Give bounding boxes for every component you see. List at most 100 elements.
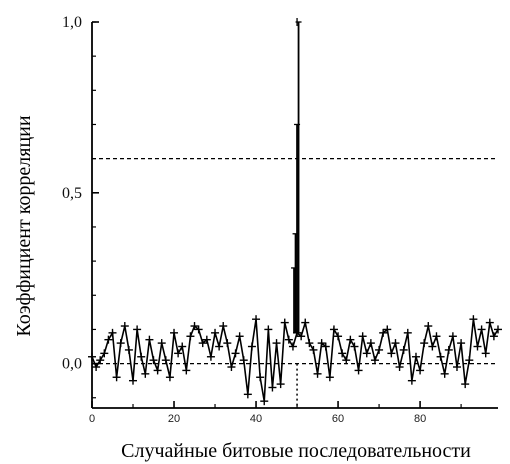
data-point — [247, 342, 256, 351]
data-point — [276, 380, 285, 389]
data-point — [461, 380, 470, 389]
y-axis-title: Коэффициент корреляции — [13, 115, 35, 336]
x-tick-label: 0 — [89, 413, 95, 425]
x-tick-label: 20 — [168, 413, 180, 425]
data-point — [112, 373, 121, 382]
data-point — [338, 349, 347, 358]
data-point — [494, 325, 502, 334]
data-point — [485, 318, 494, 327]
data-point — [149, 356, 158, 365]
data-point — [124, 345, 133, 354]
data-point — [366, 339, 375, 348]
data-point — [465, 356, 474, 365]
data-point — [227, 363, 236, 372]
data-point — [215, 342, 224, 351]
data-point — [202, 335, 211, 344]
series-layer — [88, 18, 502, 406]
data-point — [161, 356, 170, 365]
data-point — [329, 325, 338, 334]
data-point — [260, 397, 269, 406]
data-point — [231, 349, 240, 358]
data-point — [387, 349, 396, 358]
axes — [91, 22, 498, 409]
data-point — [170, 328, 179, 337]
data-point — [407, 376, 416, 385]
data-point — [416, 366, 425, 375]
data-point — [145, 335, 154, 344]
data-point — [280, 318, 289, 327]
data-point — [235, 332, 244, 341]
data-point — [440, 369, 449, 378]
data-point — [383, 325, 392, 334]
data-point — [354, 366, 363, 375]
data-point — [116, 339, 125, 348]
data-point — [325, 373, 334, 382]
y-tick-label: 1,0 — [62, 14, 82, 31]
data-point — [153, 366, 162, 375]
data-point — [403, 328, 412, 337]
data-point — [239, 356, 248, 365]
data-point — [457, 339, 466, 348]
data-point — [252, 315, 261, 324]
data-point — [477, 325, 486, 334]
data-point — [309, 345, 318, 354]
data-point — [256, 373, 265, 382]
reference-lines — [92, 158, 498, 408]
data-point — [321, 342, 330, 351]
data-point — [211, 328, 220, 337]
data-point — [448, 332, 457, 341]
data-point — [358, 332, 367, 341]
x-tick-label: 40 — [250, 413, 262, 425]
y-tick-label: 0,0 — [62, 356, 82, 373]
data-point — [481, 349, 490, 358]
data-point — [182, 366, 191, 375]
data-point — [444, 345, 453, 354]
data-point — [120, 322, 129, 331]
series-line — [91, 319, 499, 402]
data-point — [313, 369, 322, 378]
data-point — [428, 342, 437, 351]
data-point — [469, 315, 478, 324]
data-point — [489, 332, 498, 341]
data-point — [165, 373, 174, 382]
data-point — [362, 349, 371, 358]
data-point — [452, 363, 461, 372]
data-point — [157, 339, 166, 348]
data-point — [424, 322, 433, 331]
data-point — [178, 342, 187, 351]
data-point — [420, 339, 429, 348]
x-tick-label: 80 — [414, 413, 426, 425]
data-point — [223, 339, 232, 348]
data-point — [370, 356, 379, 365]
data-point — [100, 349, 109, 358]
data-point — [243, 390, 252, 399]
data-point — [194, 325, 203, 334]
data-point — [104, 335, 113, 344]
data-point — [350, 342, 359, 351]
data-point — [334, 332, 343, 341]
data-point — [264, 325, 273, 334]
data-point — [301, 318, 310, 327]
data-point — [399, 345, 408, 354]
data-point — [268, 383, 277, 392]
x-axis-title: Случайные битовые последовательности — [121, 440, 471, 462]
x-tick-label: 60 — [332, 413, 344, 425]
data-point — [379, 328, 388, 337]
data-point — [288, 342, 297, 351]
data-point — [346, 335, 355, 344]
data-point — [391, 339, 400, 348]
data-point — [219, 322, 228, 331]
data-point — [137, 352, 146, 361]
ticks: 0,0 0,5 1,0 0 20 40 60 80 — [62, 14, 462, 425]
data-point — [186, 332, 195, 341]
data-point — [284, 335, 293, 344]
data-point — [129, 376, 138, 385]
data-point — [375, 345, 384, 354]
data-point — [395, 363, 404, 372]
data-point — [317, 339, 326, 348]
data-point — [305, 339, 314, 348]
data-point — [411, 352, 420, 361]
data-point — [174, 349, 183, 358]
